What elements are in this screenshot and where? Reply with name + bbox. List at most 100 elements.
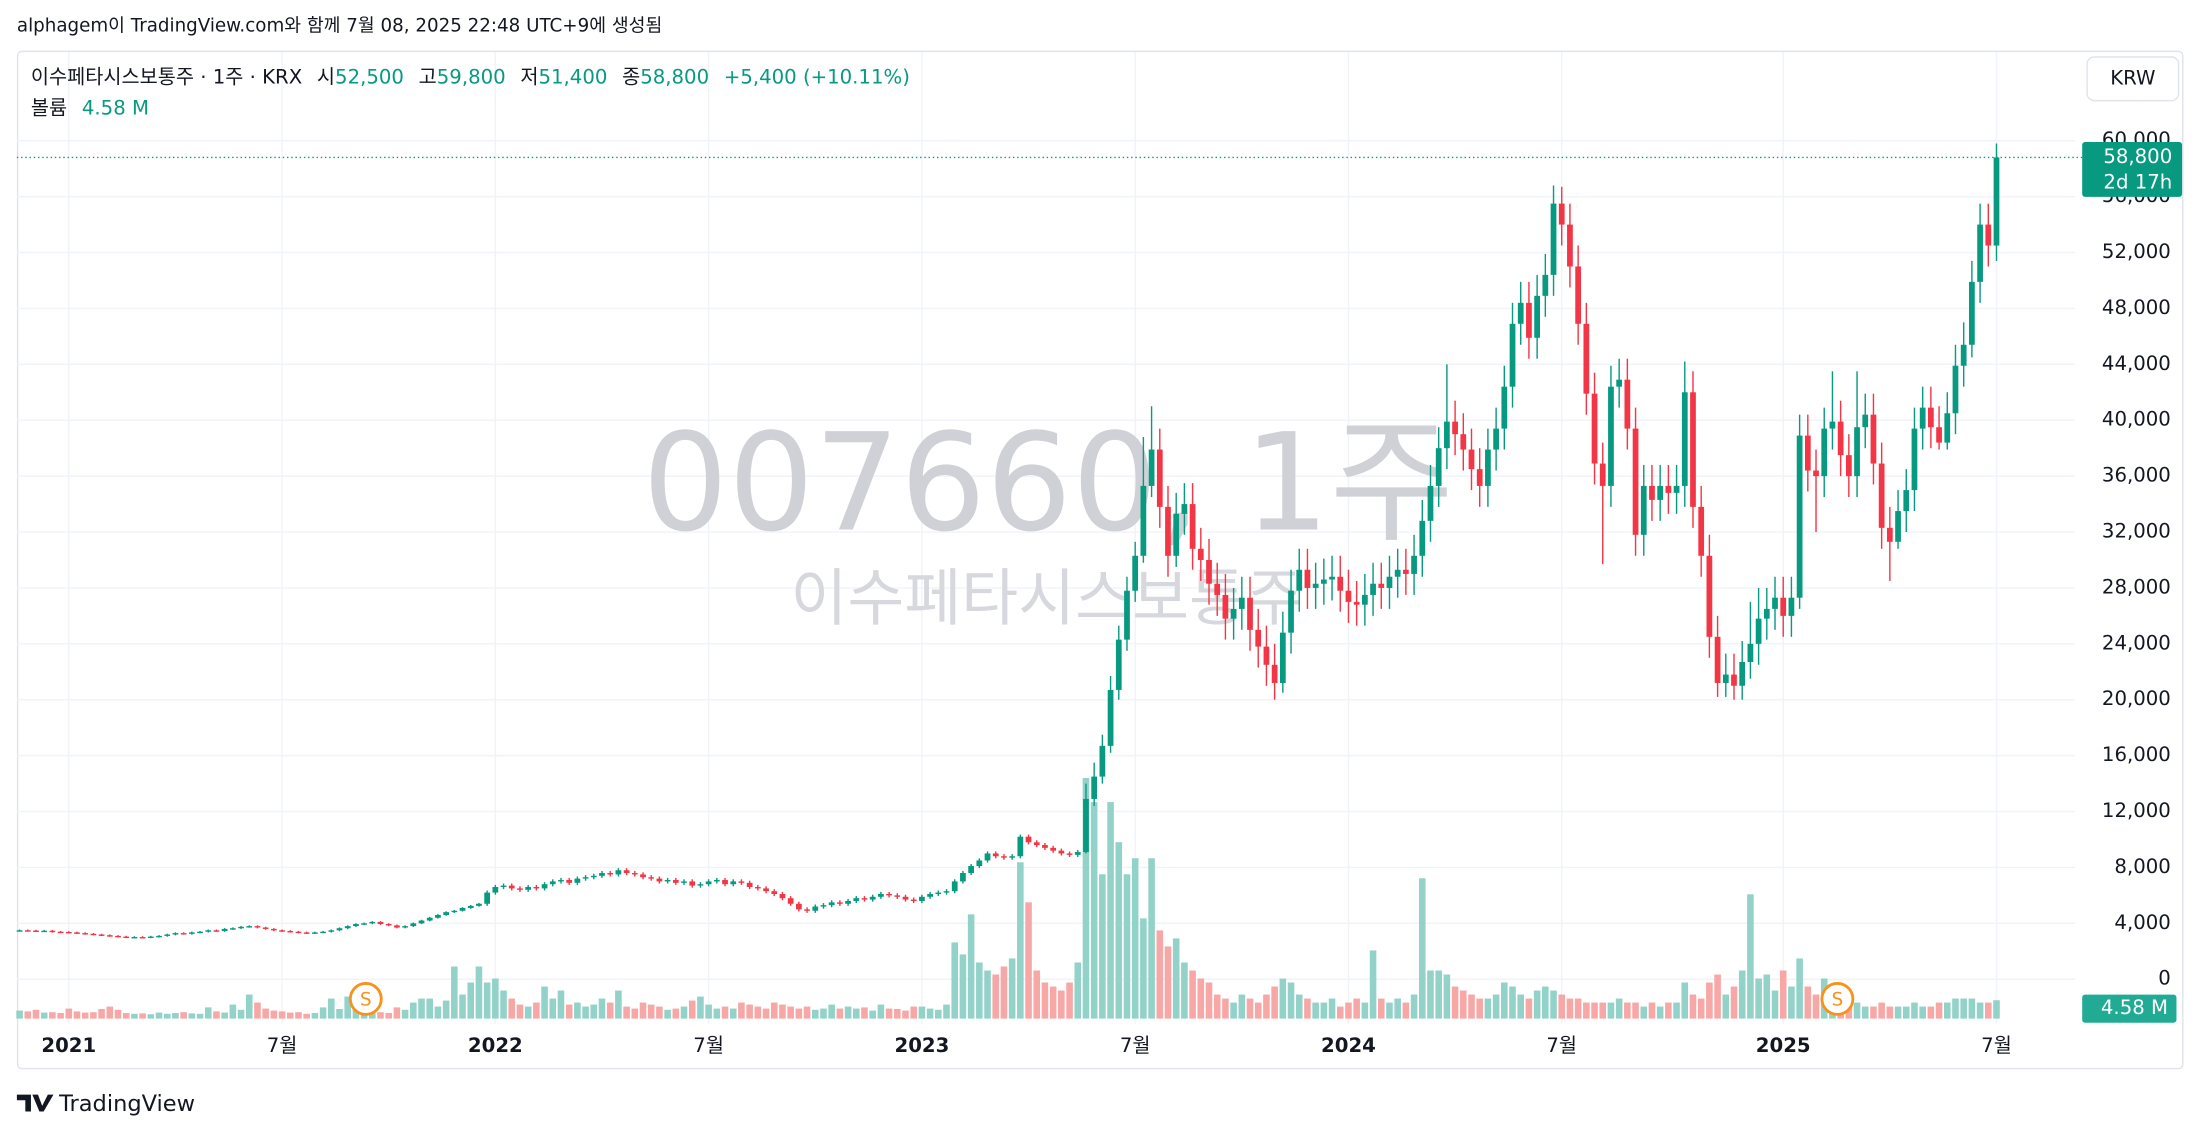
candle-body <box>631 873 638 875</box>
candle-body <box>1329 576 1335 580</box>
candle-body <box>1452 421 1458 435</box>
volume-bar <box>1263 994 1270 1019</box>
volume-bar <box>1853 1002 1861 1019</box>
candle-body <box>1058 850 1065 854</box>
event-marker[interactable]: S <box>348 982 383 1016</box>
candle-body <box>1985 224 1992 246</box>
candle-body <box>558 880 564 882</box>
event-circle[interactable] <box>348 982 383 1016</box>
volume-bar <box>459 994 466 1019</box>
volume-bar <box>606 1002 614 1019</box>
candle-body <box>1468 449 1475 470</box>
volume-bar <box>680 1006 688 1019</box>
volume-bar <box>565 1004 573 1019</box>
volume-bar <box>16 1010 23 1019</box>
volume-bar <box>1706 982 1713 1019</box>
candle-body <box>549 881 556 885</box>
candle-body <box>804 909 810 911</box>
candle-body <box>229 928 236 930</box>
volume-bar <box>492 978 499 1019</box>
currency-button[interactable]: KRW <box>2086 56 2180 102</box>
volume-bar <box>787 1006 794 1019</box>
volume-bar <box>147 1014 155 1019</box>
candle-body <box>746 882 753 887</box>
candle-body <box>492 886 499 893</box>
candle-body <box>295 931 302 934</box>
candle-body <box>180 933 187 935</box>
volume-bar <box>894 1008 901 1019</box>
volume-bar <box>1271 986 1278 1019</box>
candle-body <box>188 932 195 934</box>
volume-bar <box>328 998 335 1019</box>
candle-body <box>1608 386 1614 486</box>
volume-bar <box>639 1002 647 1019</box>
volume-value: 4.58 M <box>82 96 149 119</box>
y-tick-label: 28,000 <box>2102 575 2171 598</box>
volume-bar <box>426 998 434 1019</box>
volume-bar <box>475 966 483 1019</box>
event-label[interactable]: S <box>360 989 372 1010</box>
candle-body <box>640 874 646 878</box>
event-circle[interactable] <box>1820 982 1855 1016</box>
candle-body <box>1624 379 1631 429</box>
candle-body <box>943 891 950 893</box>
volume-bar <box>163 1013 171 1019</box>
candle-body <box>1558 203 1565 225</box>
y-tick-label: 16,000 <box>2102 743 2171 766</box>
candle-body <box>320 931 326 934</box>
volume-bar <box>311 1012 319 1019</box>
candle-body <box>1181 504 1188 514</box>
candle-body <box>435 914 441 918</box>
grid <box>16 52 2076 1025</box>
event-marker[interactable]: S <box>1820 982 1855 1016</box>
x-tick-label: 2023 <box>895 1034 950 1057</box>
candle-body <box>525 886 532 890</box>
candle-body <box>1214 583 1221 595</box>
volume-bar <box>278 1011 286 1019</box>
volume-bar <box>713 1008 721 1019</box>
volume-bar <box>1197 978 1205 1019</box>
y-tick-label: 52,000 <box>2102 240 2171 263</box>
volume-bar <box>631 1008 639 1019</box>
candle-body <box>1657 485 1664 500</box>
currency-label[interactable]: KRW <box>2110 66 2155 89</box>
volume-bar <box>1985 1002 1992 1019</box>
volume-bar <box>844 1006 852 1019</box>
volume-bar <box>1468 994 1475 1019</box>
candle-body <box>312 932 318 934</box>
volume-bar <box>1140 918 1147 1019</box>
volume-bar <box>623 1006 630 1019</box>
candle-body <box>287 931 294 933</box>
candle-body <box>1107 689 1114 746</box>
candle-body <box>1206 559 1212 584</box>
candle-body <box>1386 576 1393 588</box>
candle-body <box>1845 455 1852 477</box>
candle-body <box>1739 661 1746 686</box>
volume-bar <box>295 1012 302 1019</box>
low-value: 51,400 <box>539 65 608 88</box>
volume-bar <box>1771 990 1779 1019</box>
candle-body <box>845 900 851 904</box>
volume-bar <box>1410 994 1418 1019</box>
candle-body <box>1731 674 1737 686</box>
candle-body <box>607 873 614 875</box>
candle-body <box>894 895 901 897</box>
volume-bar <box>344 996 351 1019</box>
candle-body <box>1854 427 1860 477</box>
price-tag <box>2082 142 2183 197</box>
volume-label: 볼륨 <box>31 96 67 119</box>
candle-body <box>1033 842 1040 846</box>
candle-body <box>1993 157 2000 246</box>
event-label[interactable]: S <box>1832 989 1844 1010</box>
candle-body <box>1665 485 1672 493</box>
close-value: 58,800 <box>640 65 709 88</box>
volume-bar <box>155 1012 163 1019</box>
candle-body <box>713 880 720 882</box>
x-tick-label: 7월 <box>267 1034 298 1057</box>
volume-bar <box>1345 1002 1352 1019</box>
volume-bar <box>1279 978 1287 1019</box>
candle-body <box>147 936 154 939</box>
volume-bar <box>1755 978 1762 1019</box>
currency-button-box[interactable] <box>2086 56 2180 102</box>
